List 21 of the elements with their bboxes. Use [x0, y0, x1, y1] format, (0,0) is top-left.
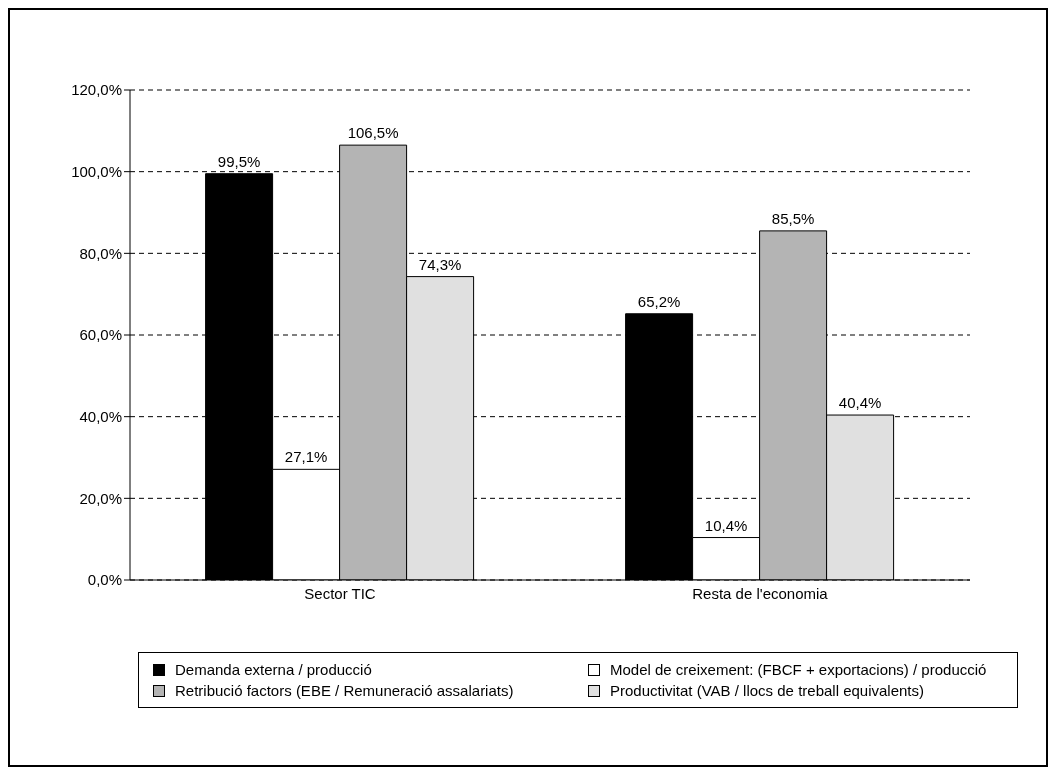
data-label: 74,3%	[418, 255, 462, 273]
y-tick-label: 120,0%	[71, 81, 122, 99]
legend-label: Retribució factors (EBE / Remuneració assalariats)	[175, 682, 514, 699]
x-tick-label: Resta de l'economia	[692, 584, 829, 602]
x-tick-label: Sector TIC	[304, 584, 376, 602]
legend-label: Productivitat (VAB / llocs de treball equivalents)	[610, 682, 925, 699]
data-label: 99,5%	[217, 152, 261, 170]
y-tick-label: 40,0%	[79, 407, 122, 425]
legend-label: Model de creixement: (FBCF + exportacions) / producció	[610, 661, 987, 678]
data-label: 27,1%	[284, 448, 328, 466]
data-label: 85,5%	[771, 209, 815, 227]
y-tick-label: 80,0%	[79, 244, 122, 262]
data-label: 65,2%	[637, 292, 681, 310]
y-tick-label: 60,0%	[79, 326, 122, 344]
y-tick-label: 20,0%	[79, 489, 122, 507]
data-label: 40,4%	[838, 394, 882, 412]
data-label: 106,5%	[347, 124, 399, 142]
y-tick-label: 0,0%	[87, 571, 122, 589]
data-label: 10,4%	[704, 516, 748, 534]
y-tick-label: 100,0%	[71, 162, 122, 180]
legend-label: Demanda externa / producció	[175, 661, 372, 678]
